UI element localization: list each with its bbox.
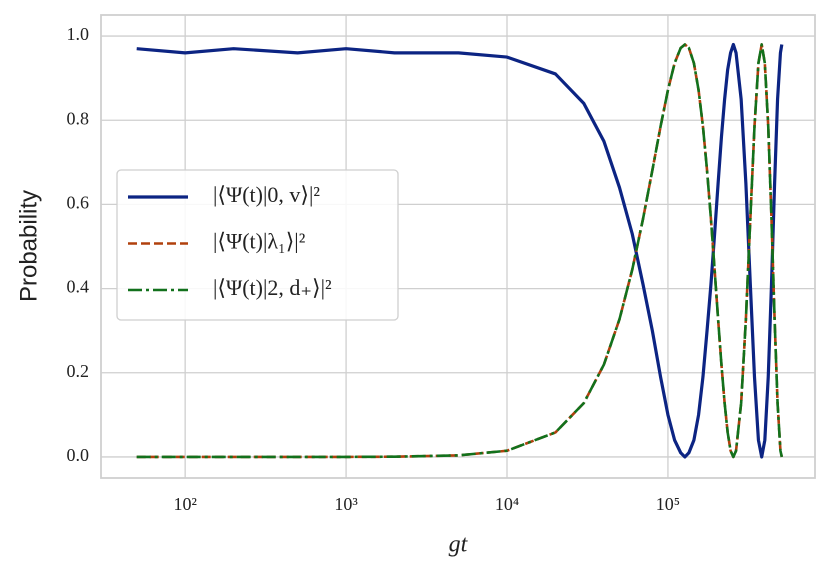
y-tick-label: 0.6 xyxy=(67,193,90,213)
y-axis-label: Probability xyxy=(15,190,42,302)
y-tick-label: 1.0 xyxy=(67,24,90,44)
x-tick-label: 10³ xyxy=(334,494,358,514)
x-axis-label: gt xyxy=(449,532,469,558)
y-tick-label: 0.8 xyxy=(67,108,90,128)
legend-label: |⟨Ψ(t)|λ₁⟩|² xyxy=(213,229,306,254)
x-tick-label: 10⁵ xyxy=(656,494,680,514)
legend-box xyxy=(116,169,399,321)
grid xyxy=(101,15,815,478)
x-tick-label: 10⁴ xyxy=(495,494,519,514)
x-tick-label: 10² xyxy=(173,494,196,514)
series-line xyxy=(136,42,784,459)
legend-label: |⟨Ψ(t)|0, v⟩|² xyxy=(213,182,320,207)
y-tick-label: 0.4 xyxy=(67,277,90,297)
legend-label: |⟨Ψ(t)|2, d₊⟩|² xyxy=(213,275,332,300)
y-tick-label: 0.0 xyxy=(67,445,90,465)
series-line xyxy=(136,43,784,459)
y-tick-label: 0.2 xyxy=(67,361,90,381)
legend: |⟨Ψ(t)|0, v⟩|² |⟨Ψ(t)|λ₁⟩|² |⟨Ψ(t)|2, d₊⟩|… xyxy=(116,169,399,321)
